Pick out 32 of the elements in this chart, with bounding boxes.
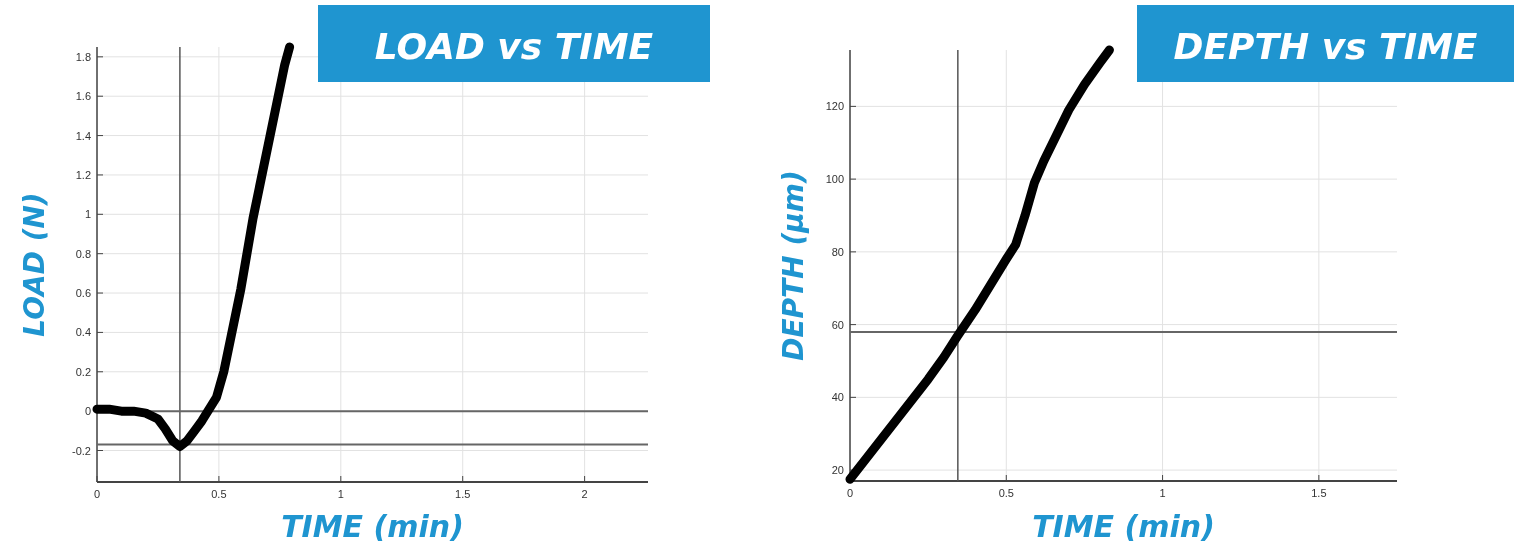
y-tick-label: 1.8 <box>75 50 91 63</box>
y-tick-label: 0 <box>84 405 91 418</box>
y-tick-label: 1.6 <box>75 90 91 103</box>
y-tick-label: 1.4 <box>75 129 91 142</box>
x-axis-title: TIME (min) <box>281 509 464 544</box>
x-tick-label: 0.5 <box>211 488 227 500</box>
y-tick-label: 80 <box>831 245 844 258</box>
y-tick-label: 0.4 <box>75 326 91 339</box>
y-tick-label: -0.2 <box>72 444 91 457</box>
x-axis-title: TIME (min) <box>1032 509 1215 544</box>
y-tick-label: 0.2 <box>75 365 91 378</box>
x-tick-label: 1.5 <box>1311 487 1327 499</box>
y-tick-label: 0.8 <box>75 247 91 260</box>
x-tick-label: 1 <box>1159 487 1166 499</box>
x-tick-label: 0 <box>846 487 854 499</box>
y-tick-label: 60 <box>831 318 844 331</box>
x-tick-label: 1 <box>337 488 344 500</box>
x-tick-label: 2 <box>581 488 588 500</box>
chart-title: DEPTH vs TIME <box>1173 25 1478 67</box>
x-tick-label: 1.5 <box>455 488 471 500</box>
y-tick-label: 1 <box>84 208 91 221</box>
y-tick-label: 0.6 <box>75 287 91 300</box>
y-tick-label: 120 <box>825 100 844 113</box>
y-tick-label: 100 <box>825 173 844 186</box>
x-tick-label: 0.5 <box>998 487 1014 499</box>
y-tick-label: 20 <box>831 464 844 477</box>
y-axis-title: DEPTH (µm) <box>777 170 810 361</box>
y-axis-title: LOAD (N) <box>18 192 51 337</box>
y-tick-label: 40 <box>831 391 844 404</box>
chart-title: LOAD vs TIME <box>374 25 654 67</box>
x-tick-label: 0 <box>93 488 101 500</box>
y-tick-label: 1.2 <box>75 168 91 181</box>
